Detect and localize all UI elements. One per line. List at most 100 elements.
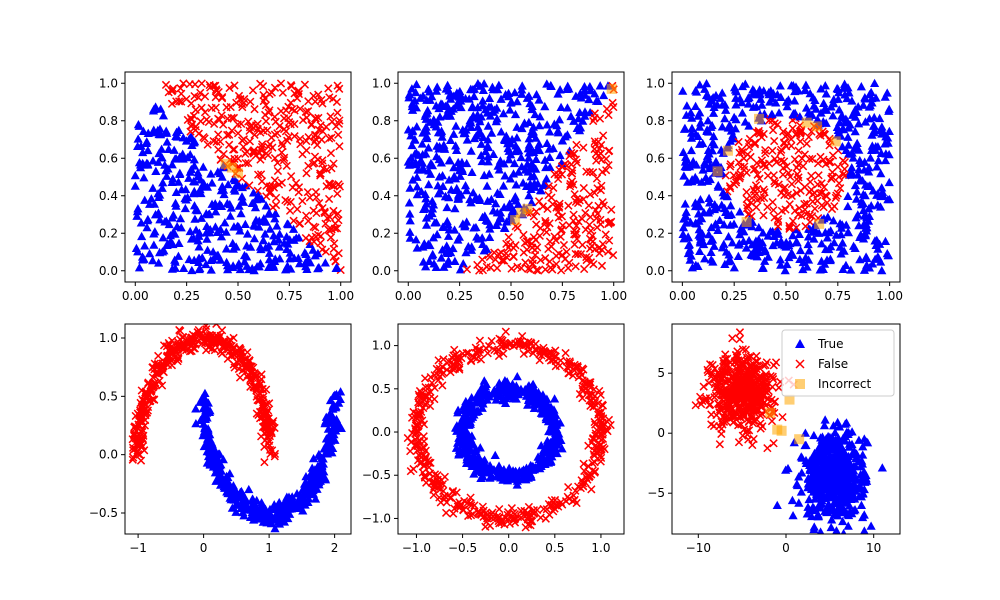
false-point bbox=[768, 146, 777, 155]
true-point bbox=[873, 244, 883, 253]
false-point bbox=[495, 504, 504, 514]
false-point bbox=[794, 176, 803, 186]
true-point bbox=[506, 201, 516, 210]
false-point bbox=[271, 193, 281, 203]
true-point bbox=[518, 178, 528, 187]
false-point bbox=[494, 249, 503, 259]
false-point bbox=[796, 128, 805, 137]
false-point bbox=[590, 391, 600, 401]
true-point bbox=[498, 181, 509, 190]
false-point bbox=[214, 130, 223, 139]
false-point bbox=[283, 197, 292, 206]
true-point bbox=[457, 422, 467, 431]
true-point bbox=[428, 249, 438, 259]
false-point bbox=[203, 331, 212, 340]
true-point bbox=[884, 104, 894, 113]
true-point bbox=[759, 86, 769, 95]
true-point bbox=[705, 174, 715, 184]
false-point bbox=[335, 84, 344, 93]
y-tick-label: 0.0 bbox=[372, 425, 391, 439]
false-point bbox=[304, 161, 313, 170]
true-point bbox=[724, 120, 735, 129]
true-point bbox=[828, 111, 838, 120]
true-point bbox=[459, 446, 469, 455]
true-point bbox=[830, 496, 840, 505]
true-point bbox=[473, 122, 483, 131]
subplot-1: 0.00 0.25 0.50 0.75 1.000.00.20.40.60.81.0 bbox=[99, 71, 354, 303]
false-point bbox=[794, 146, 803, 155]
true-point bbox=[483, 152, 493, 161]
false-point bbox=[406, 467, 415, 476]
false-point bbox=[562, 247, 571, 257]
y-tick-label: 0.4 bbox=[99, 189, 118, 203]
false-point bbox=[761, 149, 770, 158]
false-point bbox=[334, 119, 344, 128]
true-point bbox=[796, 487, 806, 496]
false-point bbox=[425, 458, 434, 467]
true-point bbox=[142, 222, 152, 232]
false-point bbox=[528, 255, 537, 265]
false-point bbox=[318, 203, 327, 213]
true-point bbox=[201, 423, 211, 433]
true-point bbox=[876, 257, 886, 266]
true-point bbox=[161, 126, 171, 135]
false-point bbox=[207, 104, 216, 113]
true-point bbox=[819, 98, 829, 108]
true-point bbox=[844, 149, 854, 158]
false-point bbox=[726, 162, 735, 171]
true-point bbox=[131, 243, 142, 253]
true-point bbox=[238, 197, 249, 206]
y-tick-label: 0.2 bbox=[372, 226, 391, 240]
true-point bbox=[787, 495, 798, 505]
true-point bbox=[167, 160, 177, 169]
true-point bbox=[327, 448, 337, 457]
false-point bbox=[442, 498, 451, 507]
true-point bbox=[788, 230, 798, 240]
true-point bbox=[488, 84, 498, 94]
true-point bbox=[155, 215, 165, 224]
false-point bbox=[802, 139, 811, 148]
false-point bbox=[772, 158, 781, 167]
false-point bbox=[518, 331, 527, 341]
false-point bbox=[564, 201, 573, 210]
false-point bbox=[201, 346, 211, 355]
y-tick-label: 0.4 bbox=[372, 189, 391, 203]
true-point bbox=[720, 114, 730, 123]
true-point bbox=[195, 263, 205, 273]
true-point bbox=[434, 103, 444, 113]
true-point bbox=[764, 89, 774, 99]
true-point bbox=[461, 185, 472, 195]
false-point bbox=[509, 252, 518, 262]
false-point bbox=[128, 455, 137, 464]
true-point bbox=[148, 156, 158, 165]
true-point bbox=[495, 158, 505, 168]
true-point bbox=[473, 129, 483, 138]
true-point bbox=[423, 143, 434, 152]
false-point bbox=[547, 500, 556, 510]
false-point bbox=[559, 240, 569, 250]
true-point bbox=[580, 111, 590, 120]
false-point bbox=[834, 172, 843, 181]
true-point bbox=[862, 212, 872, 222]
true-point bbox=[855, 462, 866, 471]
false-point bbox=[578, 384, 587, 393]
false-point bbox=[833, 189, 842, 198]
true-point bbox=[690, 172, 700, 181]
true-point bbox=[231, 500, 241, 509]
true-point bbox=[208, 247, 218, 256]
true-point bbox=[517, 89, 527, 98]
true-point bbox=[709, 241, 719, 250]
true-point bbox=[134, 121, 144, 130]
true-point bbox=[205, 228, 215, 237]
incorrect-point bbox=[226, 162, 237, 173]
true-point bbox=[274, 242, 285, 251]
true-point bbox=[196, 175, 206, 184]
true-point bbox=[733, 251, 743, 261]
true-point bbox=[756, 242, 767, 251]
true-point bbox=[554, 434, 564, 444]
false-point bbox=[195, 331, 204, 340]
false-point bbox=[282, 161, 291, 170]
true-point bbox=[211, 207, 221, 216]
true-point bbox=[230, 186, 240, 195]
true-point bbox=[758, 263, 768, 272]
